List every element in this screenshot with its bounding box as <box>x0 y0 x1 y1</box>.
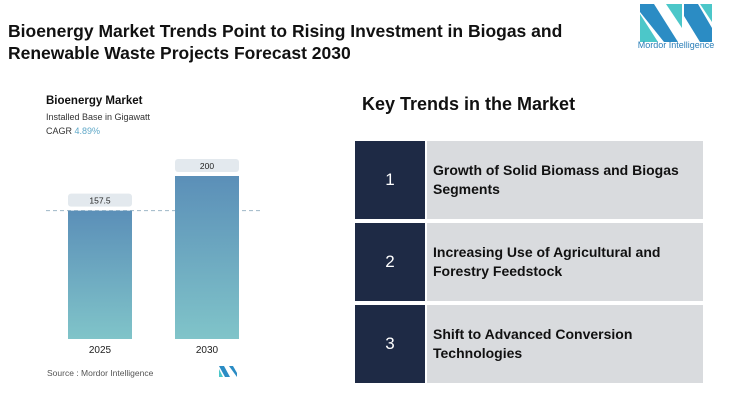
key-trends-heading: Key Trends in the Market <box>362 94 576 114</box>
bar-2025 <box>68 210 132 339</box>
value-label-box <box>68 193 132 207</box>
source-note: Source : Mordor Intelligence <box>47 368 154 378</box>
mordor-small-logo-icon <box>219 366 237 377</box>
cagr-value: 4.89% <box>74 126 101 136</box>
trend-number: 2 <box>355 223 425 301</box>
mordor-logo-icon <box>640 4 712 42</box>
trend-number: 1 <box>355 141 425 219</box>
trend-item: 1 Growth of Solid Biomass and Biogas Segm… <box>355 141 703 219</box>
cagr-label: CAGR <box>46 126 73 136</box>
trend-number: 3 <box>355 305 425 383</box>
trend-text: Shift to Advanced Conversion Technologie… <box>427 305 703 383</box>
logo-text: Mordor Intelligence <box>637 40 715 50</box>
trend-item: 2 Increasing Use of Agricultural and Fore… <box>355 223 703 301</box>
bar-chart: 157.5 2025 200 2030 <box>46 159 262 356</box>
trend-item: 3 Shift to Advanced Conversion Technologi… <box>355 305 703 383</box>
cagr: CAGR 4.89% <box>46 126 100 136</box>
x-tick-label: 2025 <box>89 345 112 356</box>
x-tick-label: 2030 <box>196 345 219 356</box>
value-label-box <box>175 159 239 172</box>
bar-2030 <box>175 176 239 339</box>
trend-text: Growth of Solid Biomass and Biogas Segme… <box>427 141 703 219</box>
trend-text: Increasing Use of Agricultural and Fores… <box>427 223 703 301</box>
value-label: 200 <box>200 161 214 171</box>
page-title: Bioenergy Market Trends Point to Rising … <box>8 21 563 63</box>
chart-title: Bioenergy Market <box>46 95 143 107</box>
value-label: 157.5 <box>89 196 111 206</box>
chart-subtitle: Installed Base in Gigawatt <box>46 112 151 122</box>
